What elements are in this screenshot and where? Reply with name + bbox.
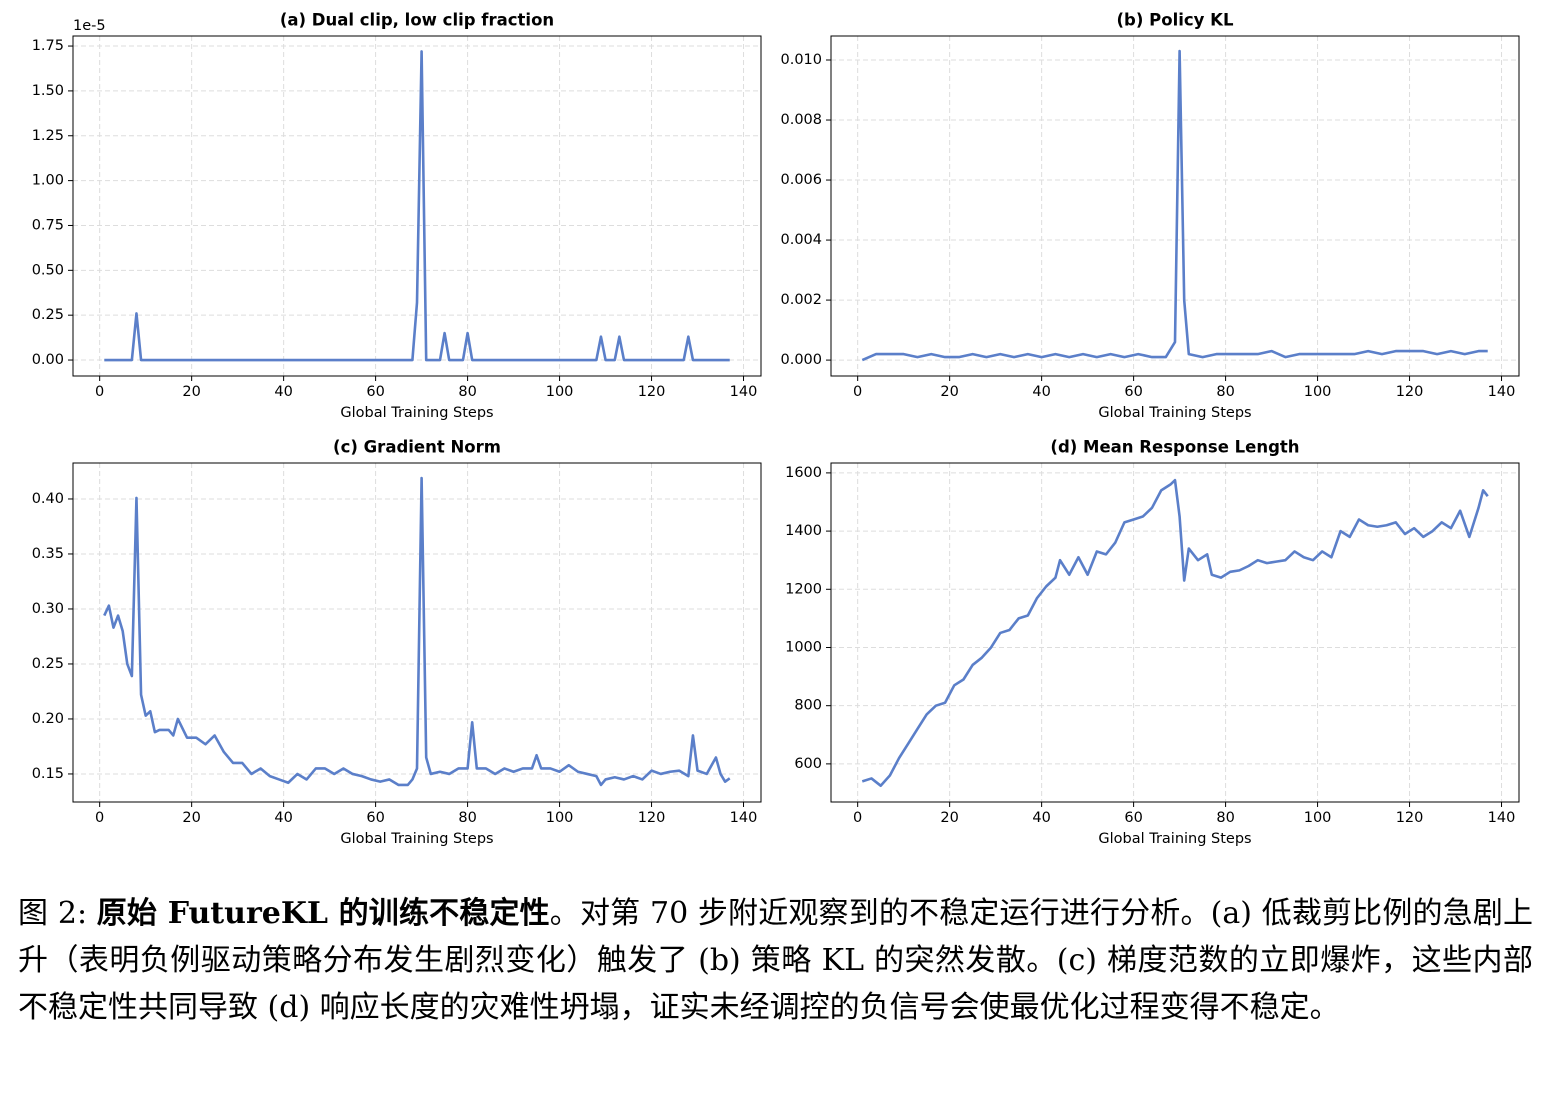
x-tick-label: 20 (182, 810, 200, 826)
x-tick-label: 60 (1124, 810, 1142, 826)
plot-frame (72, 35, 762, 377)
y-tick-label: 0.75 (32, 217, 64, 233)
y-tick-label: 0.25 (32, 307, 64, 323)
x-tick-label: 40 (274, 384, 292, 400)
y-tick-label: 0.004 (780, 232, 822, 248)
x-tick-label: 20 (940, 384, 958, 400)
x-tick-label: 120 (638, 384, 666, 400)
x-axis-label: Global Training Steps (1098, 831, 1251, 847)
x-tick-label: 40 (1032, 384, 1050, 400)
y-tick-label: 1000 (785, 639, 822, 655)
y-tick-label: 0.002 (780, 292, 822, 308)
x-axis-label: Global Training Steps (1098, 405, 1251, 421)
y-tick-label: 0.000 (780, 352, 822, 368)
x-tick-label: 20 (182, 384, 200, 400)
y-tick-label: 1400 (785, 523, 822, 539)
y-tick-label: 0.30 (32, 601, 64, 617)
y-tick-label: 1.25 (32, 128, 64, 144)
y-tick-label: 600 (794, 756, 822, 772)
x-tick-label: 140 (1488, 384, 1516, 400)
x-tick-label: 60 (366, 384, 384, 400)
y-tick-label: 1.00 (32, 173, 64, 189)
x-tick-label: 140 (1488, 810, 1516, 826)
x-tick-label: 120 (1396, 384, 1424, 400)
x-tick-label: 0 (853, 810, 862, 826)
y-tick-label: 0.20 (32, 711, 64, 727)
chart-title: (a) Dual clip, low clip fraction (280, 11, 554, 30)
y-tick-label: 0.006 (780, 172, 822, 188)
x-tick-label: 120 (638, 810, 666, 826)
x-tick-label: 40 (1032, 810, 1050, 826)
plot-frame (830, 35, 1520, 377)
figure: 0 20 40 60 80 100 120 140 0.00 0.25 0.50 0.75 1.00 1.… (32, 11, 1520, 847)
caption: 图 2: 原始 FutureKL 的训练不稳定性。对第 70 步附近观察到的不稳… (18, 890, 1533, 1031)
plot-frame (830, 462, 1520, 803)
x-tick-label: 100 (546, 384, 574, 400)
x-tick-label: 80 (458, 810, 476, 826)
x-tick-label: 80 (1216, 810, 1234, 826)
offset-text: 1e-5 (73, 18, 106, 34)
y-tick-label: 0.008 (780, 112, 822, 128)
data-line (861, 478, 1489, 788)
x-tick-label: 60 (1124, 384, 1142, 400)
x-tick-label: 40 (274, 810, 292, 826)
y-tick-label: 0.50 (32, 262, 64, 278)
y-tick-label: 0.35 (32, 546, 64, 562)
chart-title: (d) Mean Response Length (1050, 438, 1299, 457)
x-tick-label: 0 (95, 810, 104, 826)
caption-text: 。对第 70 步附近观察到的不稳定运行进行分析。(a) 低裁剪比例的急剧上升（表… (18, 896, 1533, 1025)
x-tick-label: 120 (1396, 810, 1424, 826)
caption-bold: 原始 FutureKL 的训练不稳定性 (96, 896, 550, 931)
caption-label: 图 2: (18, 896, 88, 931)
y-tick-label: 0.15 (32, 766, 64, 782)
x-tick-label: 100 (1304, 384, 1332, 400)
y-tick-label: 0.00 (32, 352, 64, 368)
x-axis-label: Global Training Steps (340, 831, 493, 847)
x-tick-label: 0 (95, 384, 104, 400)
x-tick-label: 80 (1216, 384, 1234, 400)
x-tick-label: 100 (546, 810, 574, 826)
x-tick-label: 140 (730, 810, 758, 826)
y-tick-label: 800 (794, 698, 822, 714)
chart-title: (b) Policy KL (1117, 11, 1234, 30)
x-tick-label: 60 (366, 810, 384, 826)
y-tick-label: 1.75 (32, 38, 64, 54)
y-tick-label: 1600 (785, 465, 822, 481)
x-tick-label: 100 (1304, 810, 1332, 826)
x-tick-label: 80 (458, 384, 476, 400)
data-line (104, 50, 730, 362)
x-tick-label: 140 (730, 384, 758, 400)
y-tick-label: 1.50 (32, 83, 64, 99)
y-tick-label: 0.40 (32, 491, 64, 507)
x-tick-label: 0 (853, 384, 862, 400)
x-axis-label: Global Training Steps (340, 405, 493, 421)
y-tick-label: 1200 (785, 581, 822, 597)
data-line (861, 49, 1488, 362)
chart-title: (c) Gradient Norm (333, 438, 501, 457)
plot-frame (72, 462, 762, 803)
data-line (103, 476, 731, 787)
x-tick-label: 20 (940, 810, 958, 826)
y-tick-label: 0.25 (32, 656, 64, 672)
y-tick-label: 0.010 (780, 52, 822, 68)
